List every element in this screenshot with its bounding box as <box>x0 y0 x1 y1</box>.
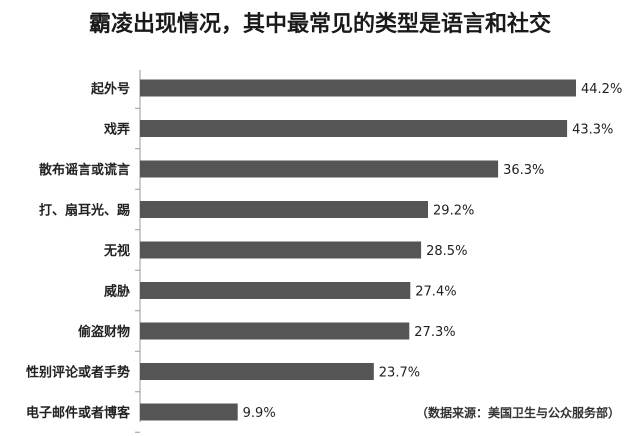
value-label: 36.3% <box>503 163 544 178</box>
bar <box>140 363 374 380</box>
category-label: 性别评论或者手势 <box>26 365 130 381</box>
source-note: （数据来源：美国卫生与公众服务部） <box>415 406 620 420</box>
bar <box>140 241 422 259</box>
value-label: 23.7% <box>379 366 420 381</box>
category-label: 电子邮件或者博客 <box>26 405 131 421</box>
value-label: 28.5% <box>426 244 467 259</box>
chart-title: 霸凌出现情况，其中最常见的类型是语言和社交 <box>88 11 551 37</box>
value-label: 29.2% <box>433 204 474 219</box>
bar <box>140 79 576 97</box>
category-label: 威胁 <box>104 284 130 300</box>
category-label: 戏弄 <box>103 122 130 138</box>
bar <box>140 403 238 421</box>
value-label: 27.3% <box>414 325 455 340</box>
category-label: 无视 <box>103 243 130 259</box>
bar <box>140 201 428 218</box>
value-label: 27.4% <box>415 285 456 300</box>
bar <box>140 322 410 340</box>
bar <box>140 120 568 137</box>
category-label: 打、扇耳光、踢 <box>39 203 130 219</box>
bar <box>140 160 499 178</box>
category-label: 偷盗财物 <box>78 324 130 340</box>
category-label: 起外号 <box>90 81 130 97</box>
value-label: 9.9% <box>243 406 276 421</box>
value-label: 43.3% <box>572 123 613 138</box>
value-label: 44.2% <box>581 82 622 97</box>
category-label: 散布谣言或谎言 <box>39 162 130 178</box>
bar <box>140 282 411 299</box>
